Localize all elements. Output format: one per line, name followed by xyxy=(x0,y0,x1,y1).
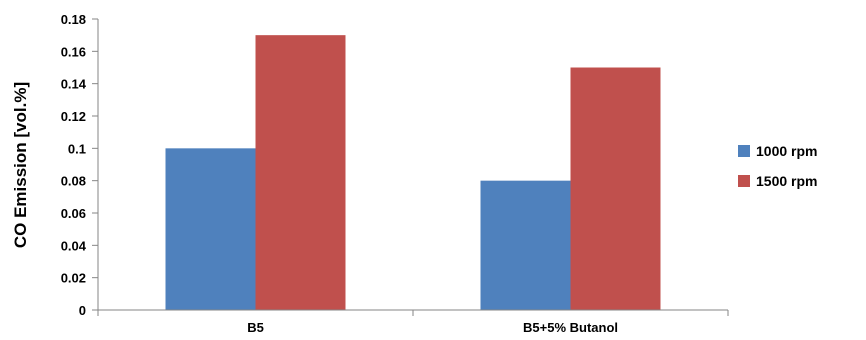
y-tick-label: 0.12 xyxy=(61,109,86,124)
legend-label: 1500 rpm xyxy=(756,173,817,189)
y-tick-label: 0 xyxy=(79,303,86,318)
y-tick-label: 0.08 xyxy=(61,174,86,189)
bar-1500-rpm-0 xyxy=(255,35,346,311)
y-axis-title: CO Emission [vol.%] xyxy=(11,82,30,248)
legend-swatch xyxy=(738,175,750,187)
x-tick-label: B5 xyxy=(247,320,264,335)
x-tick-label: B5+5% Butanol xyxy=(523,320,618,335)
y-tick-label: 0.14 xyxy=(61,77,87,92)
bars xyxy=(165,35,661,311)
x-tick-labels: B5 B5+5% Butanol xyxy=(247,320,618,335)
y-tick-label: 0.18 xyxy=(61,12,86,27)
bar-1000-rpm-0 xyxy=(165,148,256,310)
y-tick-label: 0.06 xyxy=(61,206,86,221)
axes xyxy=(92,18,729,316)
legend: 1000 rpm 1500 rpm xyxy=(738,143,817,189)
legend-label: 1000 rpm xyxy=(756,143,817,159)
y-tick-label: 0.1 xyxy=(68,141,86,156)
legend-swatch xyxy=(738,145,750,157)
y-tick-label: 0.02 xyxy=(61,271,86,286)
y-tick-labels: 0 0.02 0.04 0.06 0.08 0.1 0.12 0.14 0.16 0.18 xyxy=(61,12,87,318)
y-tick-label: 0.16 xyxy=(61,44,86,59)
bar-1000-rpm-1 xyxy=(480,180,571,310)
y-tick-label: 0.04 xyxy=(61,238,87,253)
y-axis-title-group: CO Emission [vol.%] xyxy=(11,82,30,248)
bar-1500-rpm-1 xyxy=(570,67,661,310)
